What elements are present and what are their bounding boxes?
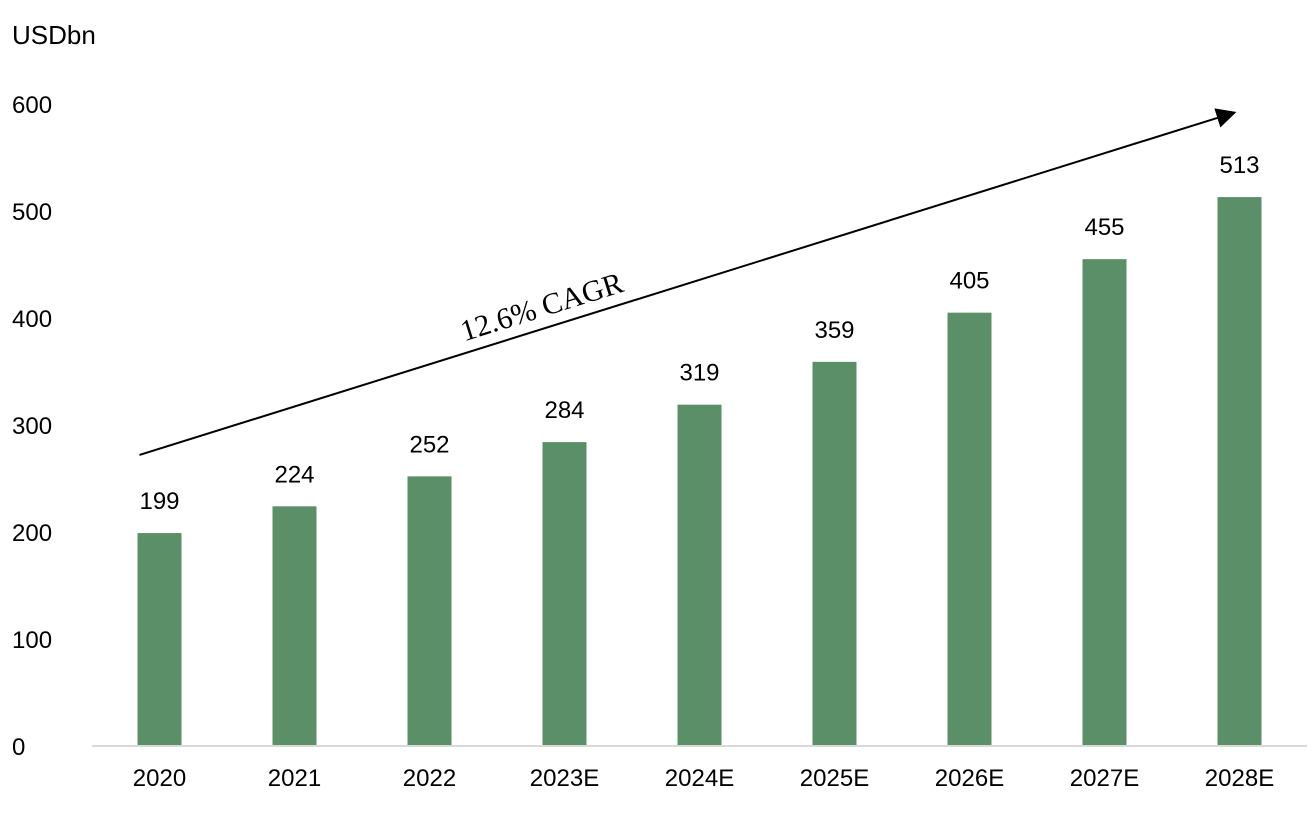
x-tick-label: 2020 [133, 765, 186, 792]
cagr-trend-arrow [139, 108, 1237, 456]
bar-2028e [1217, 197, 1262, 747]
data-labels: 199 224 252 284 319 359 405 455 513 [139, 152, 1259, 515]
cagr-annotation-label: 12.6% CAGR [457, 266, 628, 348]
x-tick-label: 2025E [800, 765, 869, 792]
bar-2027e [1082, 259, 1127, 746]
x-tick-label: 2028E [1205, 765, 1274, 792]
x-axis-ticks: 2020 2021 2022 2023E 2024E 2025E 2026E 2027E 202… [133, 765, 1274, 792]
data-label: 252 [409, 431, 449, 458]
bar-2020 [137, 533, 182, 746]
bar-2022 [407, 476, 452, 746]
y-tick-label: 500 [12, 199, 52, 226]
x-tick-label: 2027E [1070, 765, 1139, 792]
data-label: 513 [1219, 152, 1259, 179]
bar-2021 [272, 506, 317, 746]
data-label: 455 [1084, 214, 1124, 241]
x-tick-label: 2023E [530, 765, 599, 792]
data-label: 284 [544, 397, 584, 424]
bar-2024e [677, 404, 722, 746]
x-tick-label: 2026E [935, 765, 1004, 792]
data-label: 319 [679, 360, 719, 387]
y-tick-label: 300 [12, 413, 52, 440]
x-tick-label: 2024E [665, 765, 734, 792]
bar-2025e [812, 361, 857, 746]
y-tick-label: 600 [12, 92, 52, 119]
data-label: 359 [814, 317, 854, 344]
bar-2026e [947, 312, 992, 746]
data-label: 199 [139, 488, 179, 515]
y-tick-label: 100 [12, 627, 52, 654]
x-tick-label: 2022 [403, 765, 456, 792]
y-tick-label: 200 [12, 520, 52, 547]
y-tick-label: 0 [12, 734, 25, 761]
x-tick-label: 2021 [268, 765, 321, 792]
data-label: 224 [274, 461, 314, 488]
y-axis-ticks: 0 100 200 300 400 500 600 [12, 92, 52, 761]
data-label: 405 [949, 268, 989, 295]
y-tick-label: 400 [12, 306, 52, 333]
y-axis-unit-label: USDbn [12, 20, 96, 50]
bar-2023e [542, 442, 587, 746]
bars [137, 197, 1262, 747]
